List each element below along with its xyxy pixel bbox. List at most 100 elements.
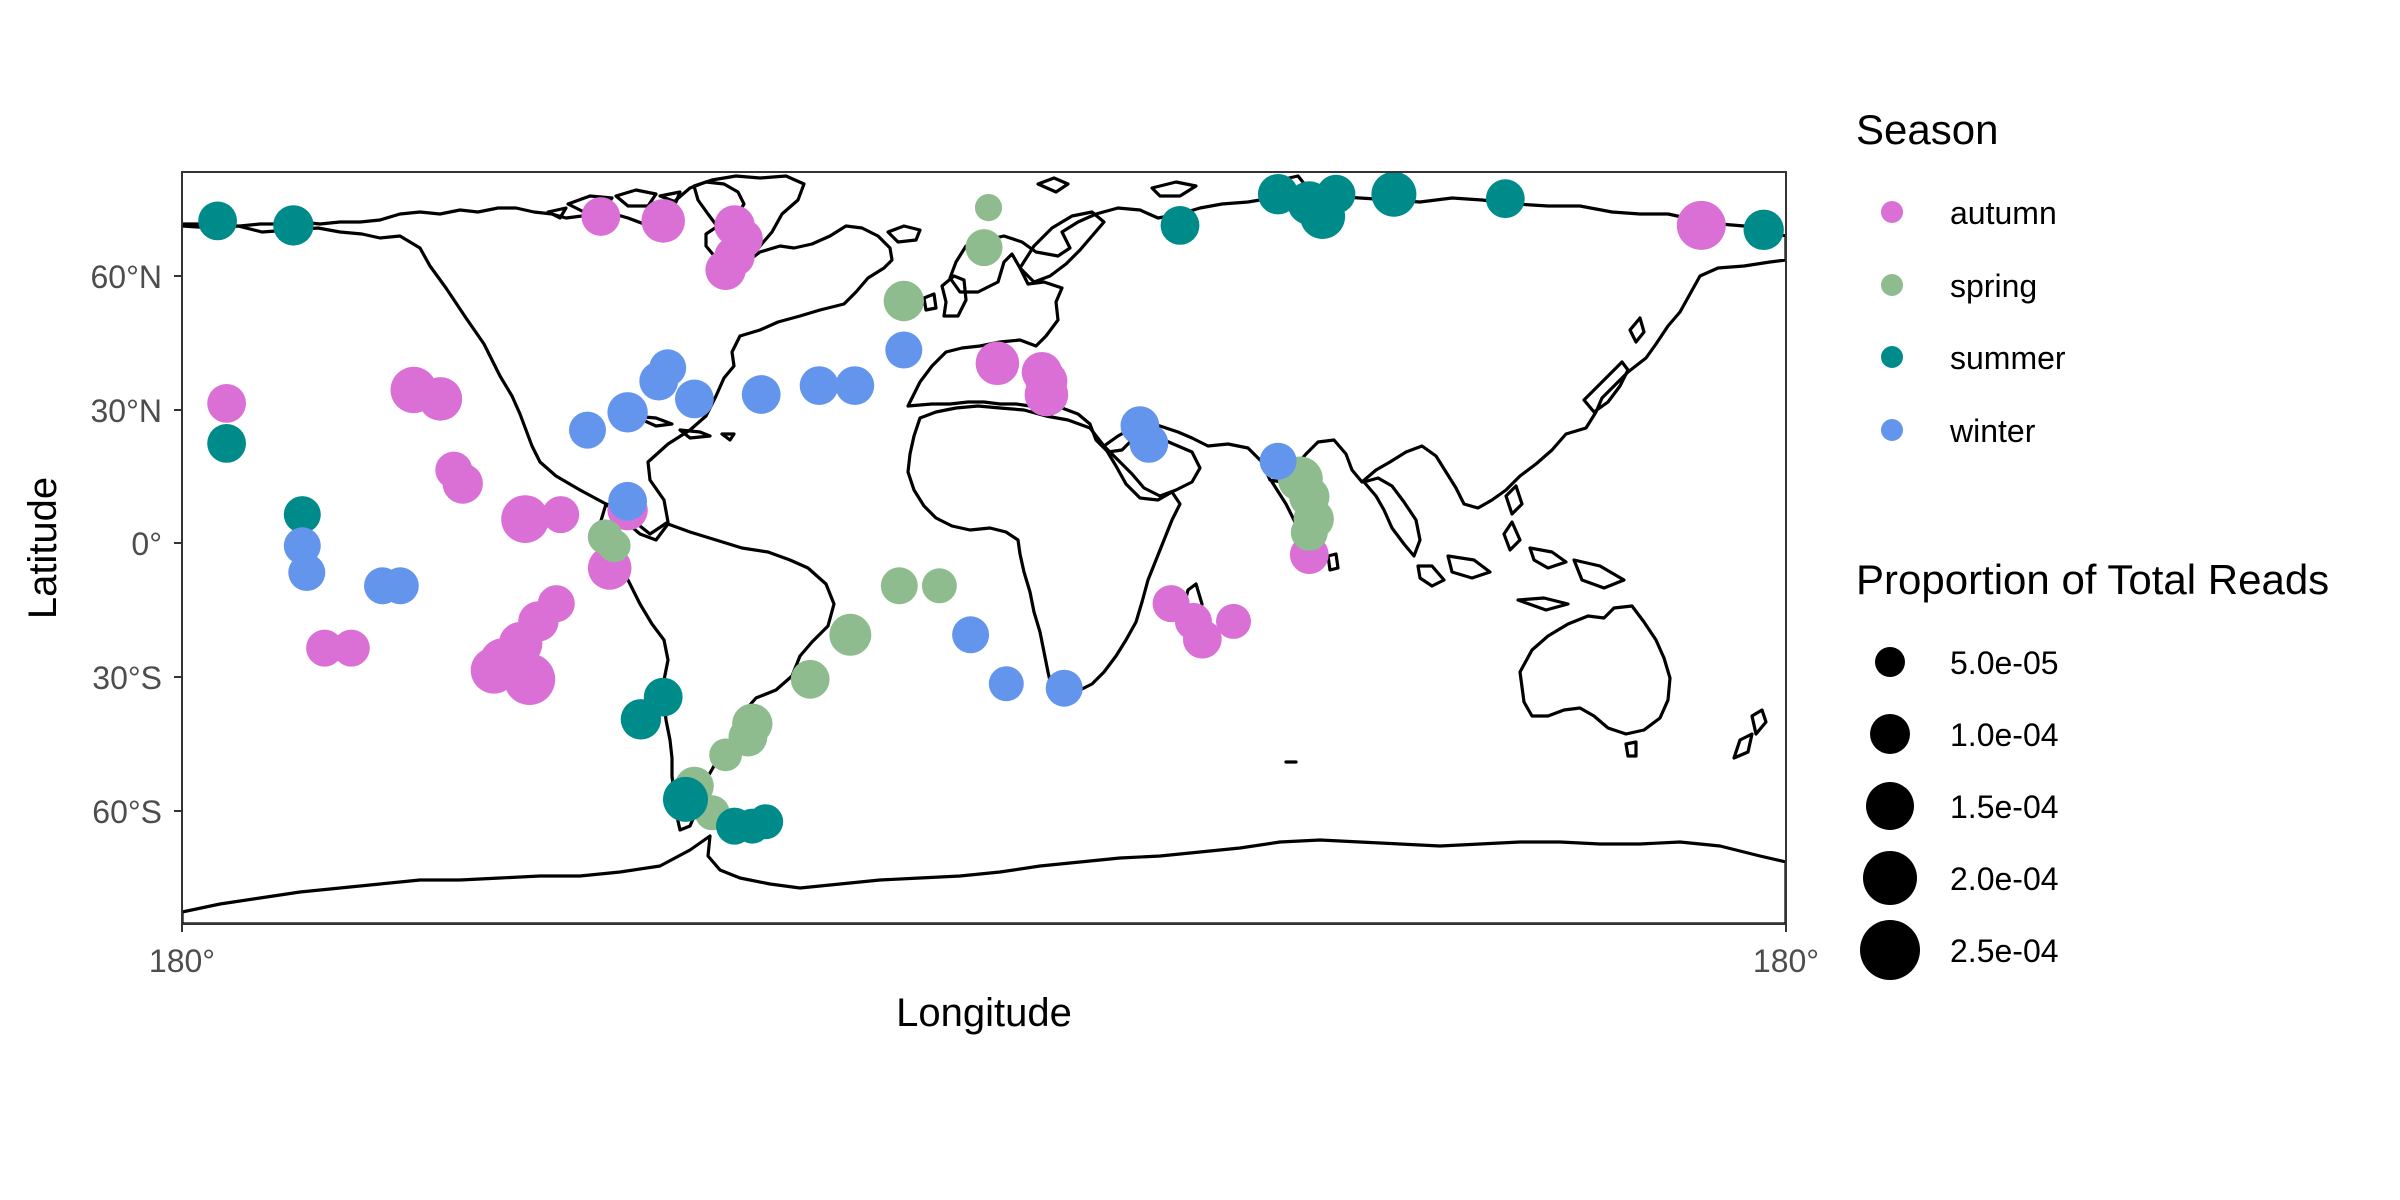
data-point-spring — [921, 568, 957, 604]
coastline-eurasia — [906, 194, 1786, 510]
legend-size-label-3: 2.0e-04 — [1950, 861, 2059, 897]
data-point-winter — [799, 366, 839, 405]
legend-season-item-spring: spring — [1881, 268, 2037, 304]
data-point-autumn — [705, 249, 746, 291]
legend-size-label-0: 5.0e-05 — [1950, 645, 2059, 681]
data-point-spring — [790, 659, 830, 699]
data-point-autumn — [1182, 619, 1222, 659]
data-point-summer — [1371, 171, 1417, 217]
y-tick-label-30s: 30°S — [92, 660, 162, 696]
legend-size-swatch-0 — [1875, 647, 1905, 677]
points-layer — [198, 171, 1784, 845]
data-point-winter — [885, 331, 923, 369]
data-point-summer — [643, 677, 683, 717]
data-point-summer — [207, 424, 247, 463]
data-point-winter — [381, 567, 419, 605]
data-point-summer — [748, 804, 784, 840]
x-axis: 180° 180° Longitude — [149, 924, 1819, 1035]
legend-size-title: Proportion of Total Reads — [1856, 556, 2329, 603]
data-point-spring — [709, 738, 742, 772]
legend-size-swatch-4 — [1860, 920, 1920, 980]
data-point-spring — [974, 194, 1003, 222]
x-tick-label-right: 180° — [1753, 943, 1819, 979]
data-point-autumn — [1676, 200, 1726, 250]
y-axis: 60°N 30°N 0° 30°S 60°S Latitude — [21, 259, 182, 830]
data-point-winter — [835, 366, 875, 405]
data-point-summer — [663, 776, 708, 822]
panel-background — [182, 172, 1786, 924]
x-axis-title: Longitude — [896, 991, 1072, 1035]
data-point-spring — [597, 529, 631, 563]
legend-label-autumn: autumn — [1950, 195, 2057, 231]
data-point-winter — [288, 554, 326, 591]
data-point-autumn — [418, 377, 463, 421]
data-point-autumn — [306, 629, 344, 667]
legend-label-spring: spring — [1950, 268, 2037, 304]
data-point-summer — [1485, 179, 1525, 219]
coastline-japan — [1582, 316, 1646, 414]
coastline-africa — [906, 404, 1182, 700]
data-point-winter — [607, 392, 648, 433]
data-point-winter — [1129, 424, 1169, 463]
data-point-winter — [952, 616, 990, 654]
data-point-winter — [608, 481, 647, 521]
legend-swatch-autumn — [1881, 201, 1903, 223]
coastline-south-america — [598, 502, 836, 832]
coastline-north-america — [182, 180, 894, 536]
y-axis-title: Latitude — [21, 477, 65, 619]
data-point-summer — [1316, 174, 1356, 214]
coastline-southeast-asia — [1362, 476, 1626, 612]
data-point-autumn — [1024, 372, 1069, 417]
data-point-autumn — [501, 495, 549, 543]
legend-label-summer: summer — [1950, 340, 2066, 376]
data-point-winter — [649, 349, 687, 387]
coastline-australia — [1518, 604, 1672, 758]
coastline-scandinavia — [1018, 210, 1106, 284]
coastline-new-zealand — [1732, 708, 1768, 760]
legend-size-swatch-1 — [1870, 714, 1910, 754]
legend-swatch-summer — [1881, 346, 1903, 368]
data-point-summer — [283, 496, 321, 534]
data-point-winter — [741, 375, 781, 414]
legend-season-item-summer: summer — [1881, 340, 2066, 376]
data-point-autumn — [641, 199, 685, 243]
data-point-autumn — [442, 463, 483, 504]
data-point-winter — [988, 666, 1024, 702]
legend-season-title: Season — [1856, 106, 1998, 153]
legend: Season autumn spring summer winter Propo… — [1856, 106, 2329, 980]
data-point-spring — [829, 613, 872, 656]
data-point-spring — [880, 567, 918, 605]
data-point-summer — [1743, 209, 1784, 250]
legend-size-label-2: 1.5e-04 — [1950, 789, 2059, 825]
legend-size-item-0: 5.0e-05 — [1875, 645, 2059, 681]
data-point-winter — [1259, 442, 1297, 480]
legend-size-swatch-2 — [1866, 782, 1914, 830]
data-point-autumn — [1216, 603, 1251, 639]
data-point-autumn — [470, 647, 518, 694]
legend-size-item-2: 1.5e-04 — [1866, 782, 2059, 830]
legend-size-label-4: 2.5e-04 — [1950, 933, 2059, 969]
data-point-summer — [273, 205, 314, 246]
data-point-spring — [883, 280, 924, 322]
legend-size-item-1: 1.0e-04 — [1870, 714, 2059, 754]
data-point-winter — [1045, 669, 1083, 707]
data-point-autumn — [581, 197, 621, 236]
legend-size-label-1: 1.0e-04 — [1950, 717, 2059, 753]
y-tick-label-0: 0° — [131, 526, 162, 562]
data-point-summer — [1160, 206, 1200, 245]
legend-size-item-4: 2.5e-04 — [1860, 920, 2059, 980]
legend-label-winter: winter — [1949, 413, 2036, 449]
legend-swatch-spring — [1881, 274, 1903, 296]
data-point-autumn — [207, 384, 247, 423]
data-point-spring — [1290, 513, 1328, 551]
data-point-winter — [569, 411, 606, 449]
y-tick-label-30n: 30°N — [91, 393, 163, 429]
legend-season-item-winter: winter — [1881, 413, 2036, 449]
data-point-autumn — [332, 629, 370, 667]
legend-swatch-winter — [1881, 419, 1903, 441]
coastline-antarctica — [182, 834, 1786, 924]
data-point-summer — [198, 201, 238, 241]
y-tick-label-60n: 60°N — [91, 259, 163, 295]
x-tick-label-left: 180° — [149, 943, 215, 979]
